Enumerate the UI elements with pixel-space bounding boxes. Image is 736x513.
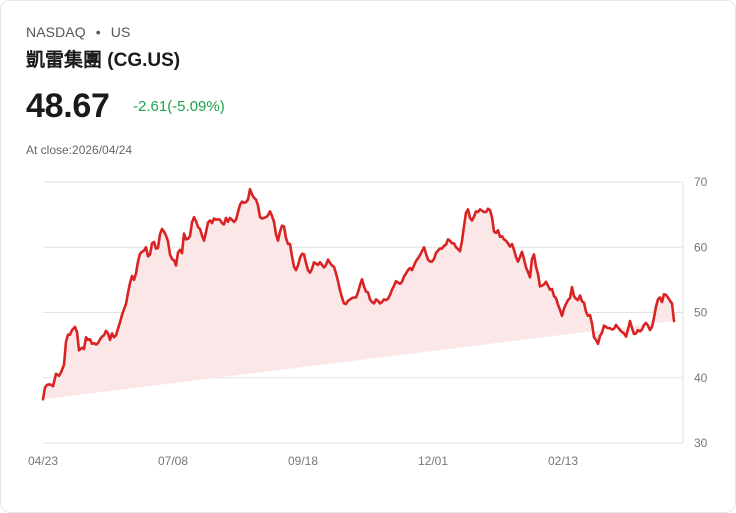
separator-dot: • — [95, 24, 101, 40]
y-tick-label: 30 — [694, 436, 708, 450]
y-axis: 70 60 50 40 30 — [694, 175, 708, 450]
y-tick-label: 40 — [694, 371, 708, 385]
x-tick-label: 02/13 — [548, 454, 578, 468]
price-line[interactable] — [41, 187, 676, 401]
x-tick-label: 09/18 — [288, 454, 318, 468]
exchange-name: NASDAQ — [26, 24, 86, 40]
exchange-line: NASDAQ • US — [26, 24, 130, 40]
current-price: 48.67 — [26, 87, 110, 125]
x-axis: 04/23 07/08 09/18 12/01 02/13 — [28, 454, 578, 468]
y-tick-label: 60 — [694, 240, 708, 254]
y-tick-label: 70 — [694, 175, 708, 189]
close-date: At close:2026/04/24 — [26, 143, 133, 157]
price-change: -2.61(-5.09%) — [133, 98, 225, 115]
stock-title: 凱雷集團 (CG.US) — [26, 50, 181, 71]
x-tick-label: 07/08 — [158, 454, 188, 468]
x-tick-label: 12/01 — [418, 454, 448, 468]
market-name: US — [110, 24, 131, 40]
x-tick-label: 04/23 — [28, 454, 58, 468]
y-tick-label: 50 — [694, 306, 708, 320]
